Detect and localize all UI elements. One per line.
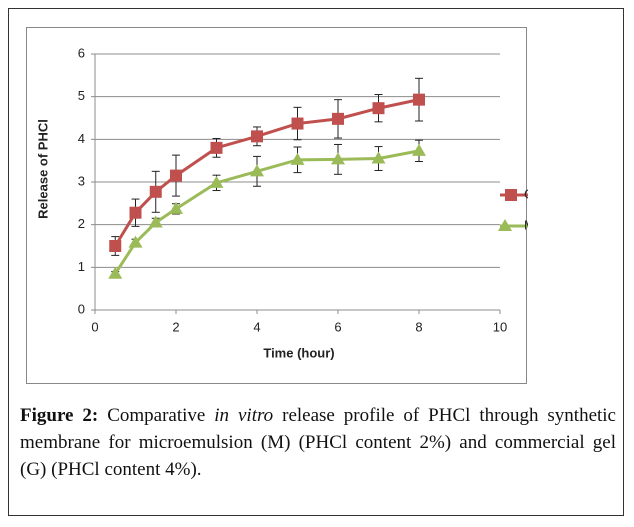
marker [109, 240, 122, 252]
x-tick-label: 6 [334, 319, 341, 334]
marker [148, 215, 163, 228]
caption-italic: in vitro [214, 405, 274, 426]
caption-label: Figure 2: [20, 405, 99, 426]
marker [210, 141, 223, 154]
marker [108, 266, 123, 279]
legend-marker [498, 219, 512, 231]
y-tick-label: 4 [78, 131, 85, 146]
series-line [113, 149, 420, 275]
caption-text: release profile of PHCl through syntheti… [20, 405, 616, 480]
series-line [113, 98, 420, 247]
marker [372, 102, 385, 115]
marker [412, 143, 426, 156]
marker [371, 151, 386, 164]
marker [128, 235, 143, 248]
y-tick-label: 5 [78, 88, 85, 103]
marker [149, 185, 162, 198]
x-tick-label: 4 [253, 319, 260, 334]
marker [129, 206, 142, 219]
marker [169, 201, 183, 214]
marker [209, 175, 224, 188]
x-tick-label: 0 [91, 319, 98, 334]
figure-frame [8, 8, 624, 516]
caption: Figure 2: Comparative in vitro release p… [20, 402, 616, 483]
marker [250, 164, 264, 177]
chart: Release of PHCl Time (hour) 0 1 2 3 4 5 6 0 2 4 6 8… [26, 27, 528, 384]
legend-label: G [524, 186, 528, 201]
y-tick-label: 2 [78, 216, 85, 231]
y-tick-label: 6 [78, 45, 85, 60]
marker [413, 93, 425, 106]
x-tick-label: 10 [493, 319, 507, 334]
marker [170, 169, 182, 182]
x-tick-label: 8 [415, 319, 422, 334]
marker [291, 117, 304, 130]
caption-text: Comparative [98, 405, 215, 426]
legend-marker [505, 189, 517, 201]
y-tick-label: 3 [78, 173, 85, 188]
x-axis-label: Time (hour) [263, 345, 334, 360]
marker [331, 152, 345, 165]
marker [251, 130, 263, 143]
legend-label: ME [524, 217, 528, 232]
x-tick-label: 2 [172, 319, 179, 334]
marker [332, 112, 344, 125]
y-tick-label: 0 [78, 301, 85, 316]
y-axis-label: Release of PHCl [35, 119, 50, 219]
marker [290, 152, 305, 165]
y-tick-label: 1 [78, 259, 85, 274]
chart-border [26, 27, 527, 384]
